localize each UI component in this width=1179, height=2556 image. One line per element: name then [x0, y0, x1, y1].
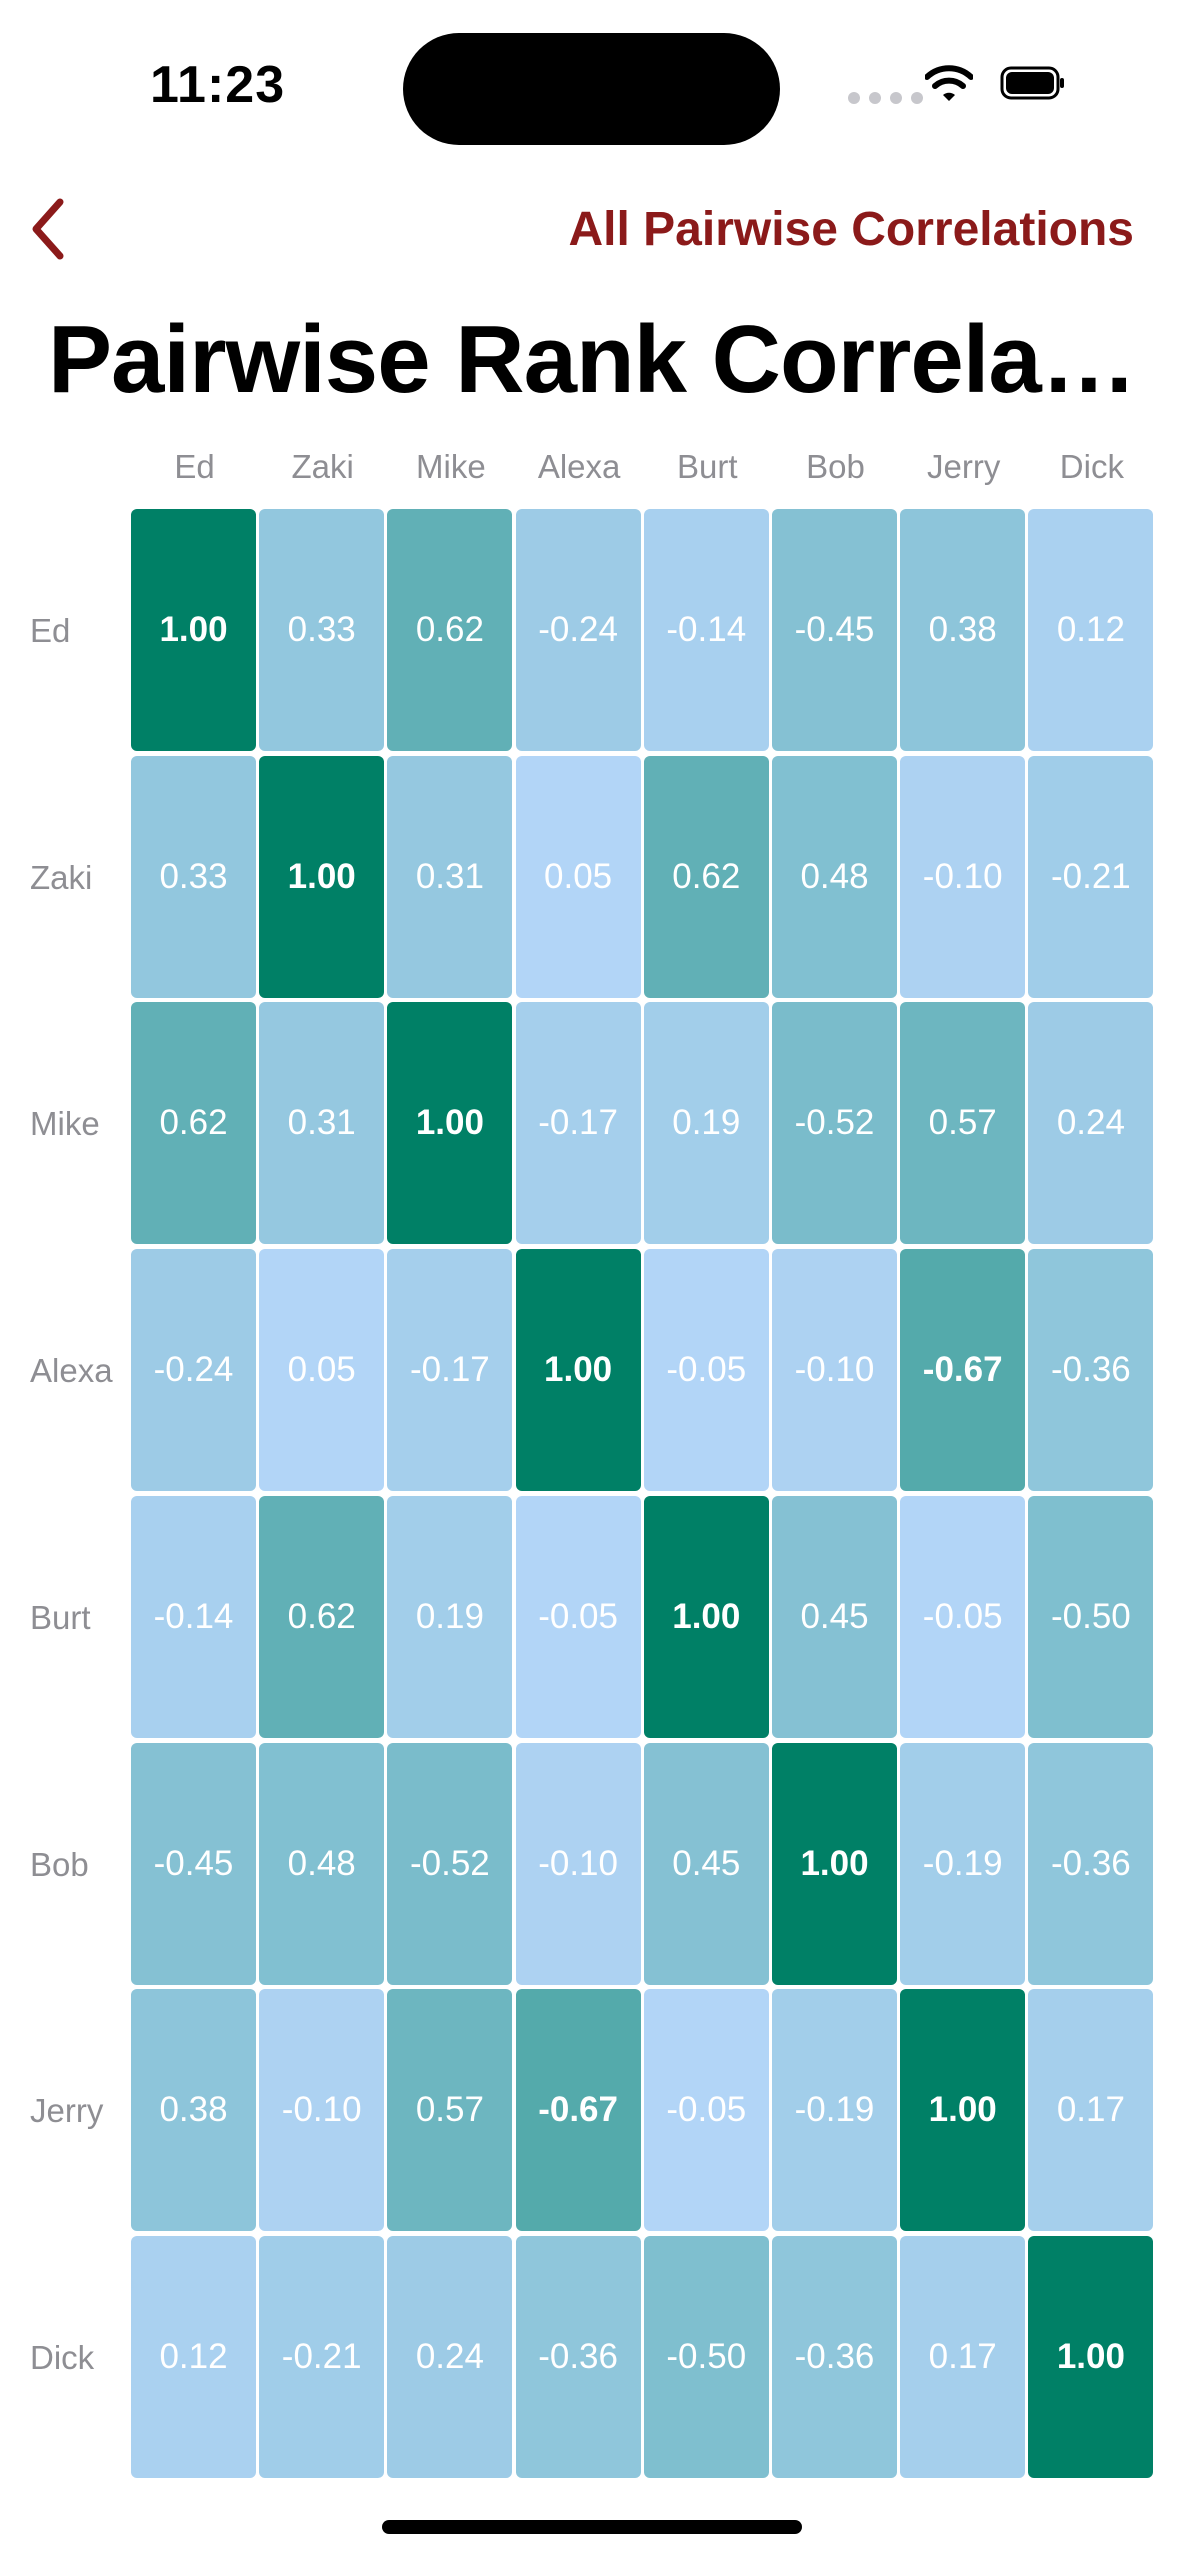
heatmap-cell[interactable]: -0.36 — [1028, 1249, 1154, 1492]
row-header: Mike — [30, 1105, 100, 1143]
heatmap-cell[interactable]: 1.00 — [900, 1989, 1026, 2232]
heatmap-cell[interactable]: -0.50 — [643, 2235, 769, 2478]
heatmap-cell[interactable]: 0.17 — [1028, 1989, 1154, 2232]
heatmap-cell[interactable]: -0.52 — [772, 1002, 897, 1245]
heatmap-cell[interactable]: 0.33 — [131, 755, 256, 998]
heatmap-cell[interactable]: 0.45 — [643, 1742, 769, 1985]
row-header: Burt — [30, 1598, 91, 1636]
row-header: Jerry — [30, 2092, 104, 2130]
heatmap-cell[interactable]: -0.67 — [515, 1989, 641, 2232]
heatmap-cell[interactable]: -0.24 — [131, 1249, 256, 1492]
dynamic-island — [403, 33, 780, 145]
heatmap-cell[interactable]: -0.21 — [1028, 755, 1154, 998]
signal-dots-icon — [848, 92, 923, 104]
page-title: Pairwise Rank Correla… — [48, 306, 1137, 413]
column-header: Dick — [1059, 448, 1124, 485]
heatmap-cell[interactable]: 1.00 — [131, 509, 256, 751]
heatmap-cell[interactable]: 1.00 — [1028, 2235, 1154, 2478]
heatmap-cell[interactable]: 0.62 — [643, 755, 769, 998]
heatmap-cell[interactable]: 0.48 — [772, 755, 897, 998]
column-header: Ed — [174, 448, 215, 485]
row-header: Dick — [30, 2338, 95, 2376]
chevron-left-icon[interactable] — [18, 194, 78, 264]
column-header: Zaki — [291, 448, 354, 485]
heatmap-cell[interactable]: -0.05 — [643, 1249, 769, 1492]
wifi-icon — [925, 65, 973, 101]
heatmap-cell[interactable]: -0.36 — [515, 2235, 641, 2478]
heatmap-cell[interactable]: -0.50 — [1028, 1495, 1154, 1738]
status-bar: 11:23 — [0, 0, 1179, 170]
row-header: Alexa — [30, 1352, 113, 1390]
battery-icon — [1000, 66, 1064, 100]
heatmap-cell[interactable]: 0.38 — [131, 1989, 256, 2232]
heatmap-cell[interactable]: -0.24 — [515, 509, 641, 751]
heatmap-cell[interactable]: -0.10 — [900, 755, 1026, 998]
heatmap-cell[interactable]: -0.17 — [515, 1002, 641, 1245]
heatmap-cell[interactable]: -0.05 — [643, 1989, 769, 2232]
heatmap-cell[interactable]: -0.10 — [259, 1989, 385, 2232]
heatmap-cell[interactable]: -0.05 — [900, 1495, 1026, 1738]
heatmap-cell[interactable]: 1.00 — [643, 1495, 769, 1738]
heatmap-cell[interactable]: 0.12 — [131, 2235, 256, 2478]
heatmap-cell[interactable]: 0.12 — [1028, 509, 1154, 751]
heatmap-cell[interactable]: 0.31 — [259, 1002, 385, 1245]
heatmap-cell[interactable]: 0.57 — [900, 1002, 1026, 1245]
heatmap-cell[interactable]: 0.05 — [515, 755, 641, 998]
column-header: Alexa — [537, 448, 621, 485]
heatmap-cell[interactable]: 1.00 — [515, 1249, 641, 1492]
heatmap-cell[interactable]: 1.00 — [259, 755, 385, 998]
column-header: Jerry — [927, 448, 1001, 485]
heatmap-cell[interactable]: -0.52 — [387, 1742, 513, 1985]
heatmap-cell[interactable]: -0.10 — [515, 1742, 641, 1985]
home-indicator[interactable] — [382, 2520, 802, 2534]
heatmap-cell[interactable]: 1.00 — [772, 1742, 897, 1985]
heatmap-cell[interactable]: -0.17 — [387, 1249, 513, 1492]
heatmap-cell[interactable]: -0.14 — [131, 1495, 256, 1738]
heatmap-cell[interactable]: -0.10 — [772, 1249, 897, 1492]
heatmap-cell[interactable]: 0.62 — [387, 509, 513, 751]
status-time: 11:23 — [150, 56, 286, 114]
row-header: Bob — [30, 1845, 89, 1883]
heatmap-cell[interactable]: -0.45 — [772, 509, 897, 751]
heatmap-cell[interactable]: 0.33 — [259, 509, 385, 751]
all-pairwise-correlations-link[interactable]: All Pairwise Correlations — [568, 203, 1134, 256]
heatmap-cell[interactable]: 1.00 — [387, 1002, 513, 1245]
heatmap-cell[interactable]: 0.62 — [259, 1495, 385, 1738]
heatmap-cell[interactable]: 0.45 — [772, 1495, 897, 1738]
heatmap-cell[interactable]: 0.17 — [900, 2235, 1026, 2478]
column-header: Burt — [677, 448, 738, 485]
heatmap-cell[interactable]: -0.67 — [900, 1249, 1026, 1492]
row-header: Ed — [30, 612, 71, 649]
heatmap-cell[interactable]: -0.19 — [900, 1742, 1026, 1985]
column-header: Bob — [806, 448, 865, 485]
column-header: Mike — [416, 448, 486, 485]
heatmap-cell[interactable]: 0.19 — [643, 1002, 769, 1245]
heatmap-cell[interactable]: -0.05 — [515, 1495, 641, 1738]
navigation-bar: All Pairwise Correlations — [0, 180, 1179, 280]
heatmap-cell[interactable]: 0.24 — [387, 2235, 513, 2478]
heatmap-cell[interactable]: 0.31 — [387, 755, 513, 998]
heatmap-cell[interactable]: 0.19 — [387, 1495, 513, 1738]
heatmap-cell[interactable]: 0.38 — [900, 509, 1026, 751]
heatmap-cell[interactable]: 0.57 — [387, 1989, 513, 2232]
row-header: Zaki — [30, 858, 93, 896]
heatmap-cell[interactable]: 0.62 — [131, 1002, 256, 1245]
heatmap-cell[interactable]: -0.45 — [131, 1742, 256, 1985]
heatmap-cell[interactable]: -0.21 — [259, 2235, 385, 2478]
heatmap-cell[interactable]: -0.19 — [772, 1989, 897, 2232]
heatmap-cell[interactable]: -0.36 — [1028, 1742, 1154, 1985]
heatmap-cell[interactable]: 0.24 — [1028, 1002, 1154, 1245]
heatmap-cell[interactable]: -0.14 — [643, 509, 769, 751]
heatmap-cell[interactable]: -0.36 — [772, 2235, 897, 2478]
heatmap-cell[interactable]: 0.48 — [259, 1742, 385, 1985]
heatmap-cell[interactable]: 0.05 — [259, 1249, 385, 1492]
